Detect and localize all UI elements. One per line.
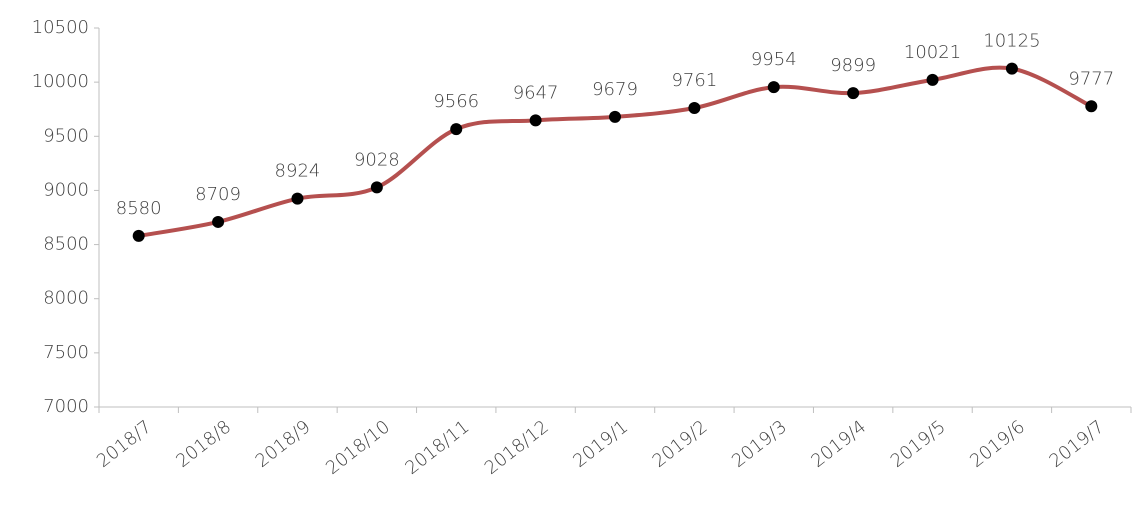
marker [291,192,304,205]
y-tick-label: 7500 [43,342,89,363]
y-tick-label: 7000 [43,396,89,417]
marker [1005,62,1018,75]
data-label: 9566 [433,91,479,112]
y-tick-label: 8000 [43,288,89,309]
x-tick-label: 2018/8 [172,416,235,472]
x-tick-label: 2019/2 [649,416,712,472]
x-tick-label: 2018/11 [401,416,473,479]
data-label: 9777 [1068,68,1114,89]
data-label: 9028 [354,149,400,170]
data-label: 9899 [830,55,876,76]
data-label: 9954 [751,49,797,70]
data-label: 8580 [116,198,162,219]
y-tick-label: 10500 [32,17,89,38]
data-label: 8709 [195,184,241,205]
x-tick-label: 2019/3 [728,416,791,472]
marker [450,123,463,136]
marker [132,229,145,242]
y-tick-label: 9000 [43,179,89,200]
x-tick-label: 2019/4 [807,416,870,472]
x-tick-label: 2019/6 [966,416,1029,472]
x-tick-label: 2019/5 [887,416,950,472]
data-label: 9679 [592,79,638,100]
marker [609,110,621,123]
marker [688,102,701,115]
x-tick-label: 2018/10 [322,416,394,479]
data-label: 9647 [513,82,559,103]
marker [1085,100,1098,113]
data-label: 10125 [983,31,1040,52]
marker [767,81,780,94]
marker [926,73,939,86]
marker [370,181,383,194]
data-label: 9761 [671,70,717,91]
y-tick-label: 10000 [32,71,89,92]
x-tick-label: 2018/12 [481,416,553,479]
y-tick-label: 9500 [43,125,89,146]
data-label: 10021 [904,42,961,63]
x-tick-label: 2018/9 [252,416,315,472]
x-tick-label: 2019/7 [1046,416,1109,472]
marker [212,215,225,228]
y-tick-label: 8500 [43,234,89,255]
marker [847,87,860,100]
x-tick-label: 2018/7 [93,416,156,472]
data-label: 8924 [275,161,321,182]
marker [529,114,542,127]
x-tick-label: 2019/1 [569,416,632,472]
